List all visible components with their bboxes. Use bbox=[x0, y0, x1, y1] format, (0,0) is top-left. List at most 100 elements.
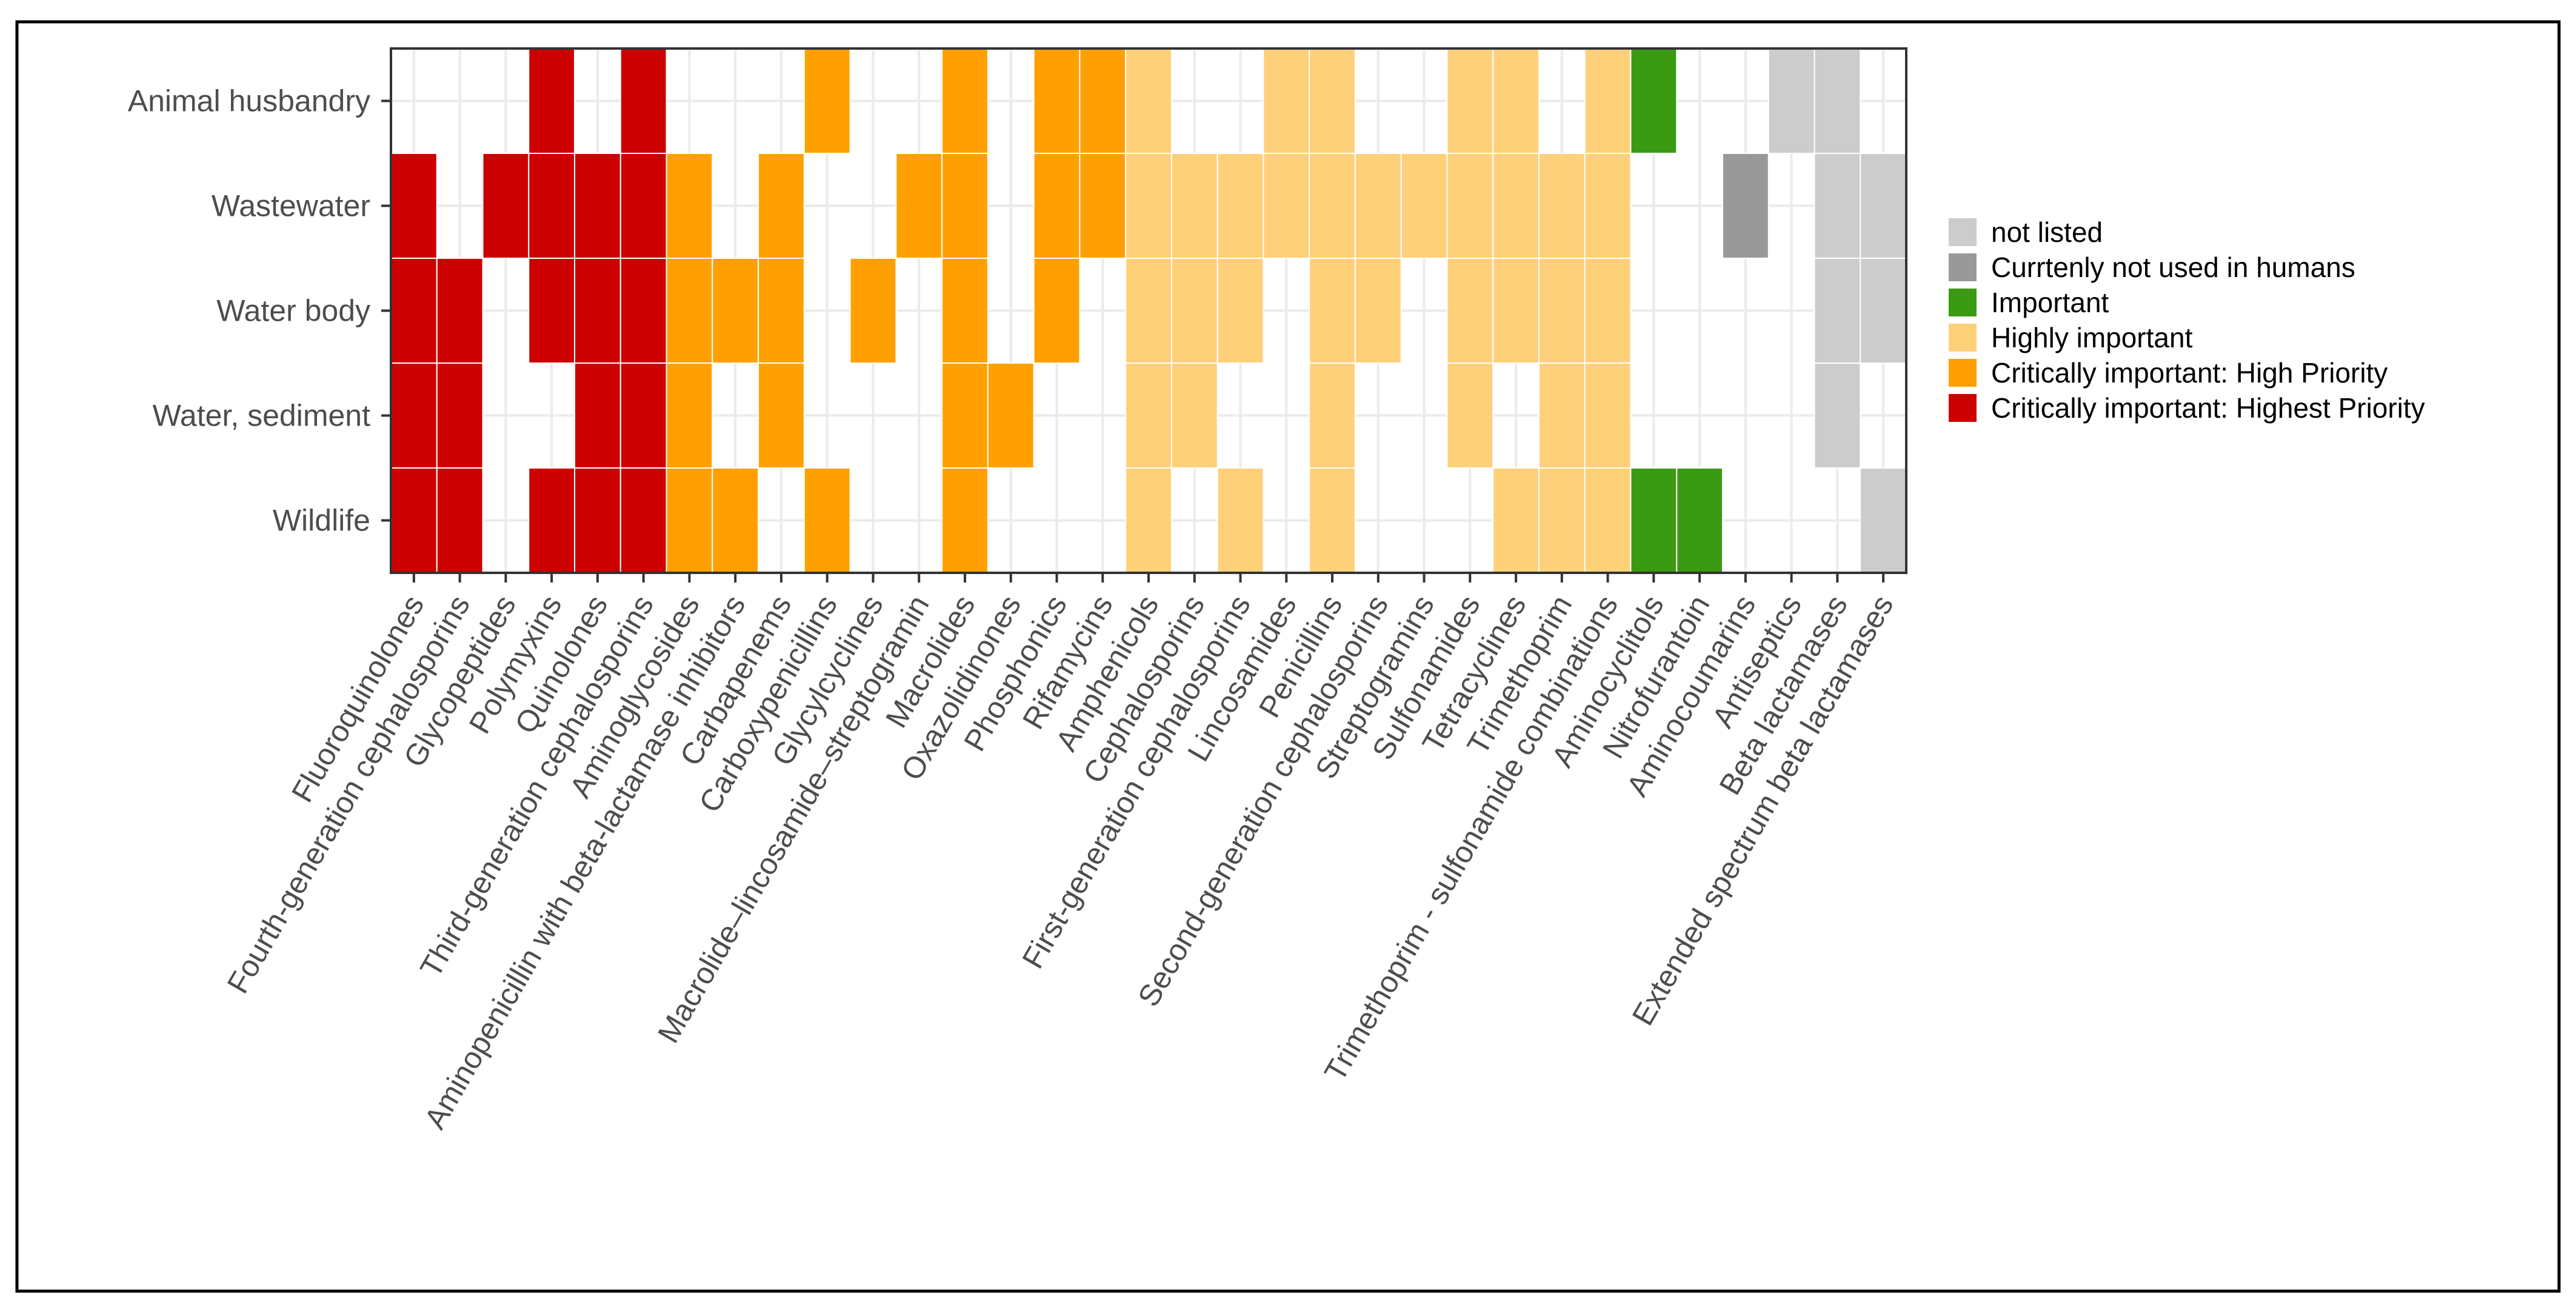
heatmap-cell-water-body-tetracyclines bbox=[1492, 258, 1540, 364]
heatmap-cell-animal-husbandry-polymyxins bbox=[528, 48, 576, 154]
heatmap-cell-water-body-fluoroquinolones bbox=[390, 258, 438, 364]
legend-label-important: Important bbox=[1991, 287, 2109, 318]
heatmap-cell-wildlife-extended-spectrum-beta-lactamases bbox=[1860, 467, 1907, 573]
legend-key-currtenly-not-used-in-humans bbox=[1949, 253, 1977, 281]
heatmap-cell-water-body-polymyxins bbox=[528, 258, 576, 364]
heatmap-cell-wastewater-aminocoumarins bbox=[1721, 153, 1769, 259]
heatmap-cell-wildlife-quinolones bbox=[574, 467, 621, 573]
heatmap-cell-wastewater-macrolides bbox=[941, 153, 989, 259]
y-tick-label-wildlife: Wildlife bbox=[273, 504, 370, 538]
heatmap-cell-animal-husbandry-phosphonics bbox=[1033, 48, 1081, 154]
legend-key-not-listed bbox=[1949, 218, 1977, 246]
legend-key-important bbox=[1949, 289, 1977, 316]
heatmap-cell-water-sediment-beta-lactamases bbox=[1814, 362, 1861, 469]
heatmap-cell-water-sediment-aminoglycosides bbox=[666, 362, 713, 469]
heatmap-cell-water-body-carbapenems bbox=[758, 258, 805, 364]
heatmap-cell-water-body-amphenicols bbox=[1125, 258, 1172, 364]
heatmap-cell-animal-husbandry-penicillins bbox=[1309, 48, 1356, 154]
heatmap-cell-wastewater-phosphonics bbox=[1033, 153, 1081, 259]
heatmap-cell-water-sediment-trimethoprim-sulfonamide-combinations bbox=[1584, 362, 1632, 469]
heatmap-cell-water-sediment-fourth-generation-cephalosporins bbox=[436, 362, 484, 469]
heatmap-cell-wastewater-trimethoprim-sulfonamide-combinations bbox=[1584, 153, 1632, 259]
heatmap-cell-water-sediment-oxazolidinones bbox=[987, 362, 1035, 469]
legend-key-critically-important-high-priority bbox=[1949, 359, 1977, 387]
heatmap-cell-water-body-glycylcyclines bbox=[849, 258, 897, 364]
heatmap-cell-water-sediment-carbapenems bbox=[758, 362, 805, 469]
heatmap-cell-animal-husbandry-macrolides bbox=[941, 48, 989, 154]
heatmap-cell-wildlife-fourth-generation-cephalosporins bbox=[436, 467, 484, 573]
heatmap-cell-wastewater-lincosamides bbox=[1263, 153, 1310, 259]
heatmap-cell-animal-husbandry-rifamycins bbox=[1079, 48, 1127, 154]
y-tick-label-wastewater: Wastewater bbox=[212, 189, 370, 223]
heatmap-cell-wastewater-carbapenems bbox=[758, 153, 805, 259]
heatmap-cell-wastewater-penicillins bbox=[1309, 153, 1356, 259]
heatmap-cell-water-body-sulfonamides bbox=[1446, 258, 1494, 364]
heatmap-cell-water-sediment-amphenicols bbox=[1125, 362, 1172, 469]
heatmap-cell-water-body-beta-lactamases bbox=[1814, 258, 1861, 364]
legend-label-currtenly-not-used-in-humans: Currtenly not used in humans bbox=[1991, 252, 2355, 283]
heatmap-cell-animal-husbandry-antiseptics bbox=[1767, 48, 1815, 154]
heatmap-cell-water-body-second-generation-cephalosporins bbox=[1354, 258, 1402, 364]
heatmap-cell-wastewater-third-generation-cephalosporins bbox=[619, 153, 667, 259]
heatmap-cell-wildlife-trimethoprim-sulfonamide-combinations bbox=[1584, 467, 1632, 573]
heatmap-cell-wastewater-amphenicols bbox=[1125, 153, 1172, 259]
legend-label-critically-important-high-priority: Critically important: High Priority bbox=[1991, 357, 2387, 389]
heatmap-cell-wildlife-third-generation-cephalosporins bbox=[619, 467, 667, 573]
heatmap-cell-wildlife-nitrofurantoin bbox=[1676, 467, 1723, 573]
heatmap-cell-wastewater-quinolones bbox=[574, 153, 621, 259]
y-tick-label-water-body: Water body bbox=[216, 294, 370, 328]
heatmap-cell-animal-husbandry-beta-lactamases bbox=[1814, 48, 1861, 154]
heatmap-cell-wastewater-cephalosporins bbox=[1170, 153, 1218, 259]
heatmap-cell-wastewater-glycopeptides bbox=[482, 153, 530, 259]
heatmap-cell-water-body-first-generation-cephalosporins bbox=[1216, 258, 1264, 364]
y-tick-label-water-sediment: Water, sediment bbox=[153, 399, 371, 433]
heatmap-cell-wildlife-aminocyclitols bbox=[1630, 467, 1678, 573]
heatmap-cell-water-sediment-penicillins bbox=[1309, 362, 1356, 469]
heatmap-cell-wastewater-aminoglycosides bbox=[666, 153, 713, 259]
heatmap-cell-wildlife-carboxypenicillins bbox=[803, 467, 851, 573]
heatmap-cell-wastewater-macrolide-lincosamide-streptogramin bbox=[895, 153, 943, 259]
heatmap-cell-wastewater-sulfonamides bbox=[1446, 153, 1494, 259]
heatmap-cell-wastewater-tetracyclines bbox=[1492, 153, 1540, 259]
legend-label-critically-important-highest-priority: Critically important: Highest Priority bbox=[1991, 392, 2425, 424]
legend-label-highly-important: Highly important bbox=[1991, 322, 2193, 353]
heatmap-cell-water-body-trimethoprim bbox=[1538, 258, 1586, 364]
heatmap-cell-water-body-macrolides bbox=[941, 258, 989, 364]
heatmap-cell-water-body-extended-spectrum-beta-lactamases bbox=[1860, 258, 1907, 364]
legend-key-highly-important bbox=[1949, 324, 1977, 352]
heatmap-cell-wastewater-trimethoprim bbox=[1538, 153, 1586, 259]
heatmap-cell-wildlife-aminopenicillin-with-beta-lactamase-inhibitors bbox=[712, 467, 759, 573]
heatmap-cell-animal-husbandry-trimethoprim-sulfonamide-combinations bbox=[1584, 48, 1632, 154]
heatmap-cell-water-sediment-sulfonamides bbox=[1446, 362, 1494, 469]
heatmap-cell-water-body-third-generation-cephalosporins bbox=[619, 258, 667, 364]
legend-key-critically-important-highest-priority bbox=[1949, 394, 1977, 422]
heatmap-cell-wildlife-macrolides bbox=[941, 467, 989, 573]
heatmap-cell-wastewater-beta-lactamases bbox=[1814, 153, 1861, 259]
heatmap-cell-water-sediment-macrolides bbox=[941, 362, 989, 469]
heatmap-cell-wildlife-trimethoprim bbox=[1538, 467, 1586, 573]
heatmap-cell-water-body-fourth-generation-cephalosporins bbox=[436, 258, 484, 364]
heatmap-cell-animal-husbandry-lincosamides bbox=[1263, 48, 1310, 154]
y-axis: Animal husbandry Wastewater Water body Wate… bbox=[128, 84, 391, 538]
heatmap-cell-wastewater-rifamycins bbox=[1079, 153, 1127, 259]
heatmap-cell-wildlife-penicillins bbox=[1309, 467, 1356, 573]
heatmap-cell-animal-husbandry-amphenicols bbox=[1125, 48, 1172, 154]
heatmap-cell-wildlife-aminoglycosides bbox=[666, 467, 713, 573]
heatmap-cell-water-sediment-cephalosporins bbox=[1170, 362, 1218, 469]
y-tick-label-animal-husbandry: Animal husbandry bbox=[128, 84, 370, 118]
heatmap-cell-animal-husbandry-carboxypenicillins bbox=[803, 48, 851, 154]
heatmap-cell-animal-husbandry-sulfonamides bbox=[1446, 48, 1494, 154]
heatmap-cell-wastewater-fluoroquinolones bbox=[390, 153, 438, 259]
heatmap-cell-wastewater-polymyxins bbox=[528, 153, 576, 259]
heatmap-cell-wastewater-first-generation-cephalosporins bbox=[1216, 153, 1264, 259]
heatmap-cell-wastewater-streptogramins bbox=[1400, 153, 1448, 259]
heatmap-cell-animal-husbandry-tetracyclines bbox=[1492, 48, 1540, 154]
heatmap-cell-water-body-aminopenicillin-with-beta-lactamase-inhibitors bbox=[712, 258, 759, 364]
heatmap-cell-water-body-penicillins bbox=[1309, 258, 1356, 364]
heatmap-cell-animal-husbandry-aminocyclitols bbox=[1630, 48, 1678, 154]
heatmap-cell-water-body-cephalosporins bbox=[1170, 258, 1218, 364]
heatmap-cell-water-body-trimethoprim-sulfonamide-combinations bbox=[1584, 258, 1632, 364]
heatmap-cell-water-body-aminoglycosides bbox=[666, 258, 713, 364]
